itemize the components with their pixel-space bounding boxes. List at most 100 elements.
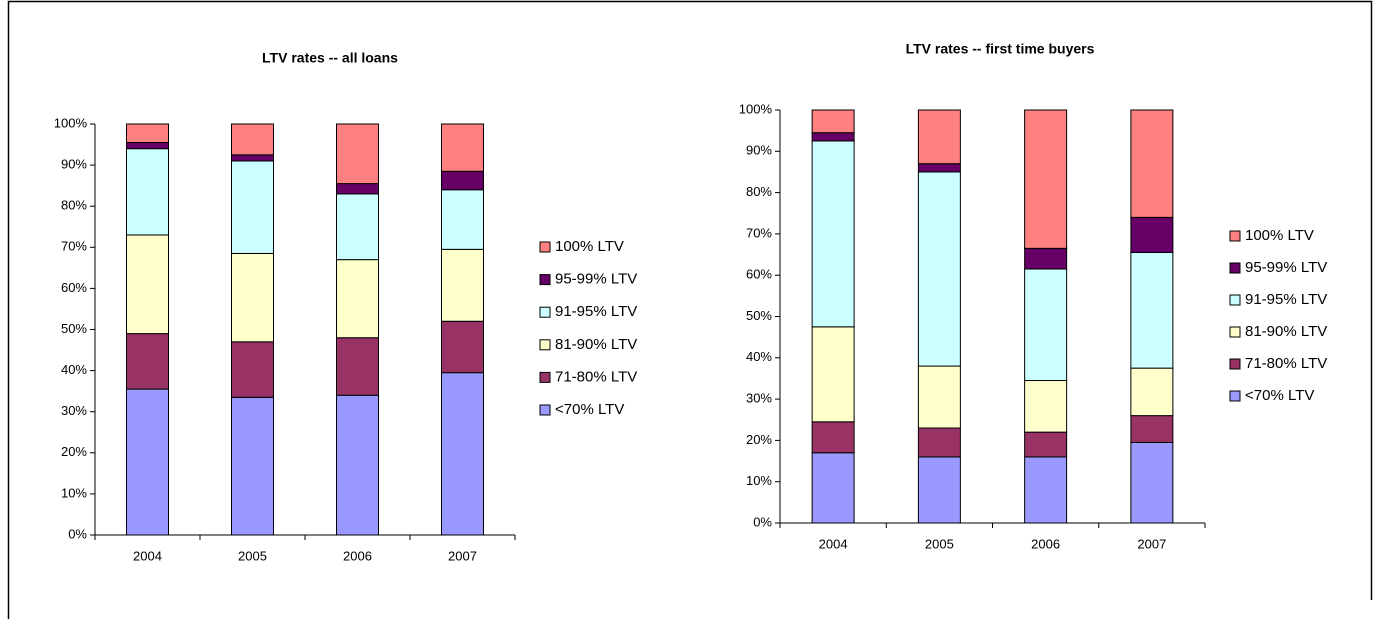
- bar-segment: [126, 234, 169, 335]
- legend-label: 100% LTV: [555, 238, 624, 255]
- y-tick-label: 90%: [61, 157, 87, 172]
- x-tick-label: 2004: [819, 536, 848, 551]
- bar-segment: [1024, 431, 1068, 458]
- legend-swatch: [539, 404, 551, 416]
- y-tick-label: 40%: [746, 349, 772, 364]
- legend-swatch: [539, 371, 551, 383]
- bar-segment: [1024, 109, 1068, 249]
- y-tick-label: 60%: [61, 280, 87, 295]
- y-tick-label: 70%: [61, 239, 87, 254]
- y-tick-label: 10%: [61, 485, 87, 500]
- legend-swatch: [539, 339, 551, 351]
- bar-segment: [811, 326, 855, 423]
- chart-title: LTV rates -- first time buyers: [906, 41, 1095, 57]
- legend-label: 81-90% LTV: [555, 336, 637, 353]
- bar-segment: [336, 259, 379, 339]
- bar-segment: [231, 396, 274, 536]
- x-tick-label: 2007: [448, 548, 477, 563]
- legend-swatch: [1229, 358, 1241, 370]
- legend-label: 95-99% LTV: [1245, 259, 1327, 276]
- bar-segment: [441, 320, 484, 374]
- bar-segment: [917, 427, 961, 458]
- bar-segment: [917, 163, 961, 173]
- bar-segment: [1130, 367, 1174, 417]
- bar-segment: [811, 421, 855, 454]
- bar-segment: [441, 248, 484, 322]
- bar-segment: [811, 109, 855, 134]
- bar-segment: [1024, 456, 1068, 524]
- bar-segment: [917, 365, 961, 429]
- legend-swatch: [539, 241, 551, 253]
- bar-segment: [126, 388, 169, 536]
- x-tick-label: 2004: [133, 548, 162, 563]
- bar-segment: [231, 154, 274, 162]
- legend-label: 91-95% LTV: [555, 303, 637, 320]
- bar-segment: [1024, 247, 1068, 270]
- bar-segment: [1130, 415, 1174, 443]
- bar-segment: [1130, 251, 1174, 369]
- bar-segment: [811, 132, 855, 142]
- bar-segment: [336, 337, 379, 396]
- y-tick-label: 20%: [746, 432, 772, 447]
- legend-swatch: [1229, 326, 1241, 338]
- y-tick-label: 100%: [739, 101, 773, 116]
- legend-label: <70% LTV: [555, 401, 624, 418]
- bar-segment: [1130, 216, 1174, 253]
- legend-label: <70% LTV: [1245, 387, 1314, 404]
- y-tick-label: 0%: [753, 514, 772, 529]
- bar-segment: [336, 123, 379, 185]
- legend-swatch: [539, 274, 551, 286]
- bar-segment: [917, 456, 961, 524]
- y-tick-label: 80%: [746, 184, 772, 199]
- y-tick-label: 30%: [746, 391, 772, 406]
- legend-label: 91-95% LTV: [1245, 291, 1327, 308]
- legend-swatch: [1229, 230, 1241, 242]
- y-tick-label: 90%: [746, 143, 772, 158]
- y-tick-label: 20%: [61, 444, 87, 459]
- y-tick-label: 50%: [746, 308, 772, 323]
- bar-segment: [336, 394, 379, 536]
- bar-segment: [231, 341, 274, 398]
- legend-swatch: [1229, 262, 1241, 274]
- legend-swatch: [1229, 390, 1241, 402]
- bar-segment: [1130, 109, 1174, 218]
- bar-segment: [336, 183, 379, 195]
- bar-segment: [126, 333, 169, 390]
- bar-segment: [126, 148, 169, 236]
- x-tick-label: 2005: [925, 536, 954, 551]
- frame-border: [7, 0, 1373, 619]
- y-tick-label: 40%: [61, 362, 87, 377]
- bar-segment: [1024, 380, 1068, 433]
- y-tick-label: 0%: [68, 526, 87, 541]
- y-tick-label: 10%: [746, 473, 772, 488]
- legend-swatch: [539, 306, 551, 318]
- y-tick-label: 30%: [61, 403, 87, 418]
- bar-segment: [441, 372, 484, 536]
- legend-label: 71-80% LTV: [1245, 355, 1327, 372]
- y-tick-label: 70%: [746, 225, 772, 240]
- bar-segment: [336, 193, 379, 261]
- y-tick-label: 60%: [746, 267, 772, 282]
- legend-swatch: [1229, 294, 1241, 306]
- x-tick-label: 2006: [1031, 536, 1060, 551]
- bar-segment: [441, 123, 484, 172]
- bar-segment: [231, 160, 274, 254]
- legend-label: 95-99% LTV: [555, 271, 637, 288]
- bar-segment: [1130, 441, 1174, 524]
- legend-label: 100% LTV: [1245, 227, 1314, 244]
- x-tick-label: 2006: [343, 548, 372, 563]
- bar-segment: [441, 170, 484, 191]
- x-tick-label: 2005: [238, 548, 267, 563]
- bar-segment: [811, 452, 855, 524]
- bar-segment: [441, 189, 484, 250]
- y-tick-label: 50%: [61, 321, 87, 336]
- y-tick-label: 80%: [61, 198, 87, 213]
- chart-title: LTV rates -- all loans: [262, 50, 398, 66]
- bar-segment: [917, 171, 961, 367]
- bar-segment: [231, 123, 274, 156]
- legend-label: 71-80% LTV: [555, 368, 637, 385]
- bar-segment: [811, 140, 855, 328]
- bar-segment: [1024, 268, 1068, 382]
